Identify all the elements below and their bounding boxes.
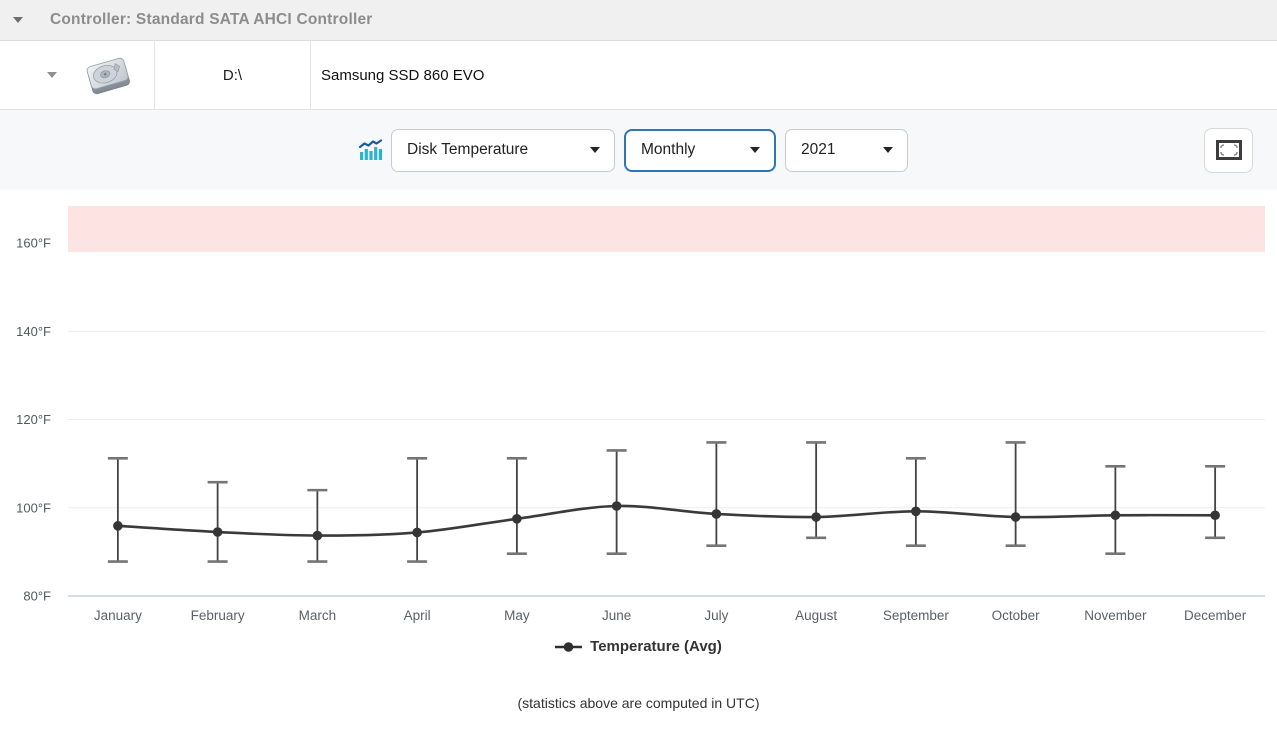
svg-text:160°F: 160°F: [16, 236, 51, 251]
svg-text:October: October: [992, 608, 1041, 623]
metric-select[interactable]: Disk Temperature: [391, 128, 615, 172]
svg-text:December: December: [1184, 608, 1247, 623]
year-select[interactable]: 2021: [785, 128, 908, 172]
disk-model: Samsung SSD 860 EVO: [321, 66, 485, 84]
chevron-down-icon: [750, 147, 760, 153]
period-select[interactable]: Monthly: [624, 128, 776, 172]
period-select-value: Monthly: [641, 141, 696, 158]
chart-legend[interactable]: Temperature (Avg): [0, 638, 1277, 655]
svg-text:June: June: [602, 608, 631, 623]
svg-text:April: April: [404, 608, 431, 623]
chevron-down-icon[interactable]: [13, 17, 23, 23]
svg-text:July: July: [704, 608, 728, 623]
chevron-down-icon[interactable]: [47, 72, 57, 78]
chevron-down-icon: [883, 147, 893, 153]
disk-cell-expander: [0, 41, 155, 109]
year-select-value: 2021: [801, 141, 836, 158]
utc-footnote: (statistics above are computed in UTC): [517, 695, 760, 711]
svg-text:August: August: [795, 608, 837, 623]
fullscreen-icon: [1215, 139, 1243, 161]
temperature-chart: 80°F 100°F 120°F 140°F 160°F January February M…: [0, 190, 1277, 737]
legend-label: Temperature (Avg): [590, 638, 722, 655]
chevron-down-icon: [590, 147, 600, 153]
hard-disk-icon: [84, 51, 132, 99]
svg-text:120°F: 120°F: [16, 412, 51, 427]
chart-plot: 80°F 100°F 120°F 140°F 160°F January February M…: [16, 206, 1265, 623]
svg-text:80°F: 80°F: [23, 589, 51, 604]
fullscreen-button[interactable]: [1204, 127, 1253, 173]
svg-text:May: May: [504, 608, 530, 623]
svg-text:September: September: [883, 608, 950, 623]
legend-line-marker-icon: [555, 641, 583, 653]
svg-text:100°F: 100°F: [16, 500, 51, 515]
controller-header: Controller: Standard SATA AHCI Controlle…: [0, 0, 1277, 41]
svg-text:February: February: [191, 608, 245, 623]
svg-text:March: March: [299, 608, 337, 623]
svg-text:January: January: [94, 608, 142, 623]
statistics-chart-icon: [358, 138, 383, 162]
drive-letter: D:\: [155, 41, 311, 109]
controller-title: Controller: Standard SATA AHCI Controlle…: [50, 11, 373, 28]
chart-toolbar: Disk Temperature Monthly 2021: [0, 110, 1277, 190]
disk-row[interactable]: D:\ Samsung SSD 860 EVO: [0, 41, 1277, 110]
metric-select-value: Disk Temperature: [407, 141, 529, 158]
svg-text:November: November: [1084, 608, 1147, 623]
svg-text:140°F: 140°F: [16, 324, 51, 339]
